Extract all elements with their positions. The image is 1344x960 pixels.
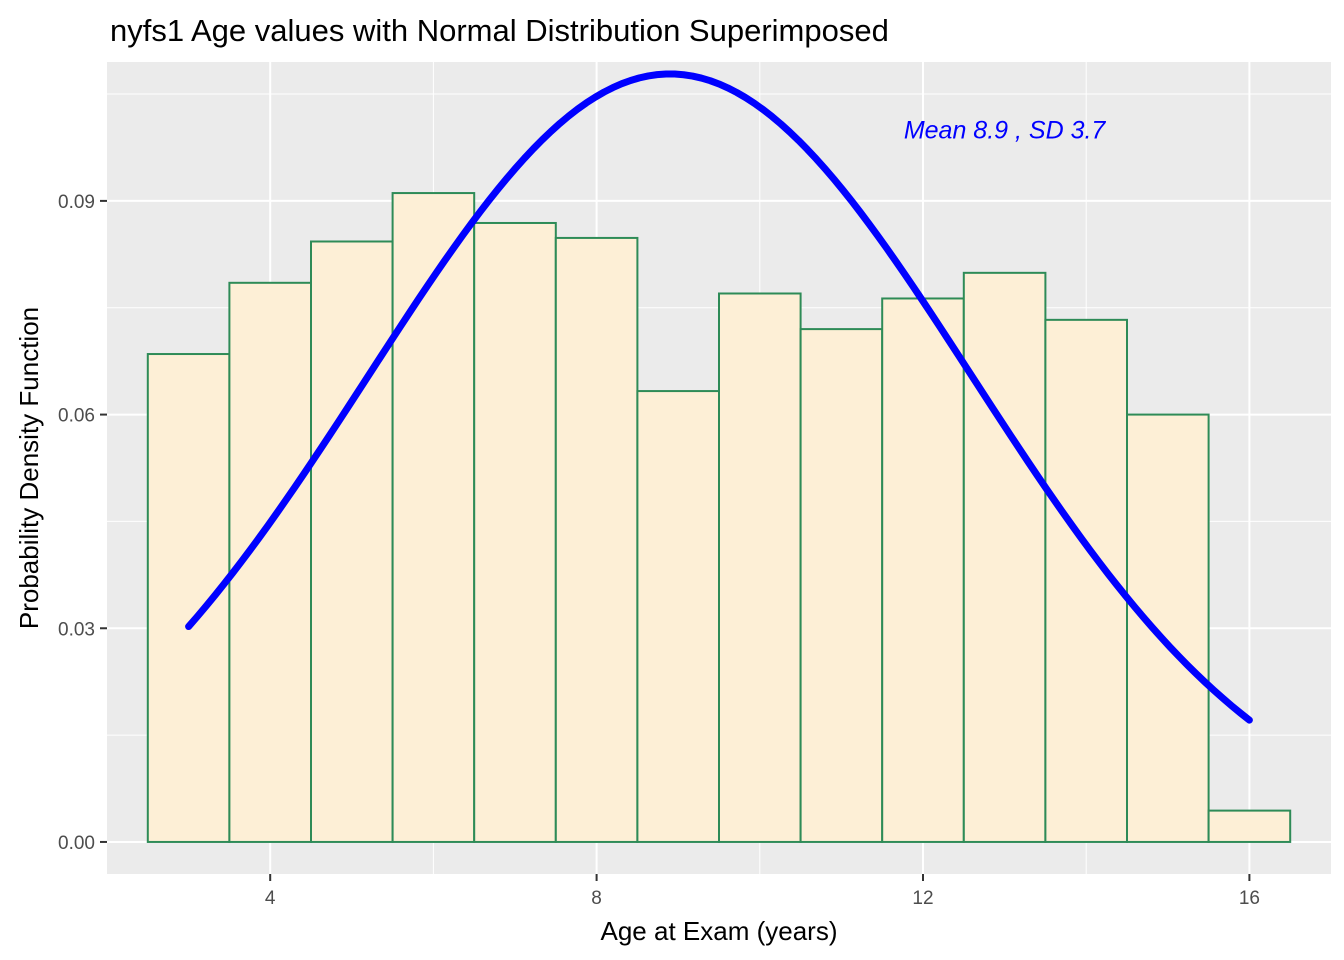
chart-title: nyfs1 Age values with Normal Distributio… <box>110 13 889 48</box>
histogram-bar <box>962 271 1047 843</box>
histogram-bar <box>881 297 965 843</box>
x-axis-ticks: 4 8 12 16 <box>265 874 1260 909</box>
y-tick-label: 0.06 <box>58 406 95 427</box>
histogram-bar <box>718 292 802 843</box>
x-tick-label: 4 <box>265 888 276 909</box>
x-tick-label: 12 <box>912 888 933 909</box>
x-tick-label: 8 <box>591 888 602 909</box>
histogram-bar <box>1126 413 1210 843</box>
y-axis-title: Probability Density Function <box>14 307 44 629</box>
histogram-bar <box>310 240 394 843</box>
histogram-bar <box>391 192 476 843</box>
histogram-bar <box>636 390 721 843</box>
y-tick-label: 0.09 <box>58 192 95 213</box>
normal-curve-line <box>185 70 1253 724</box>
histogram-bar <box>799 328 884 843</box>
histogram-bar <box>473 221 557 843</box>
x-tick-label: 16 <box>1239 888 1260 909</box>
mean-sd-annotation: Mean 8.9 , SD 3.7 <box>904 117 1107 145</box>
y-tick-label: 0.00 <box>58 833 95 854</box>
histogram-bar <box>554 236 639 843</box>
y-tick-label: 0.03 <box>58 619 95 640</box>
x-axis-title: Age at Exam (years) <box>601 916 838 946</box>
histogram-bar <box>1207 809 1292 843</box>
y-axis-ticks: 0.00 0.03 0.06 0.09 <box>58 192 107 854</box>
